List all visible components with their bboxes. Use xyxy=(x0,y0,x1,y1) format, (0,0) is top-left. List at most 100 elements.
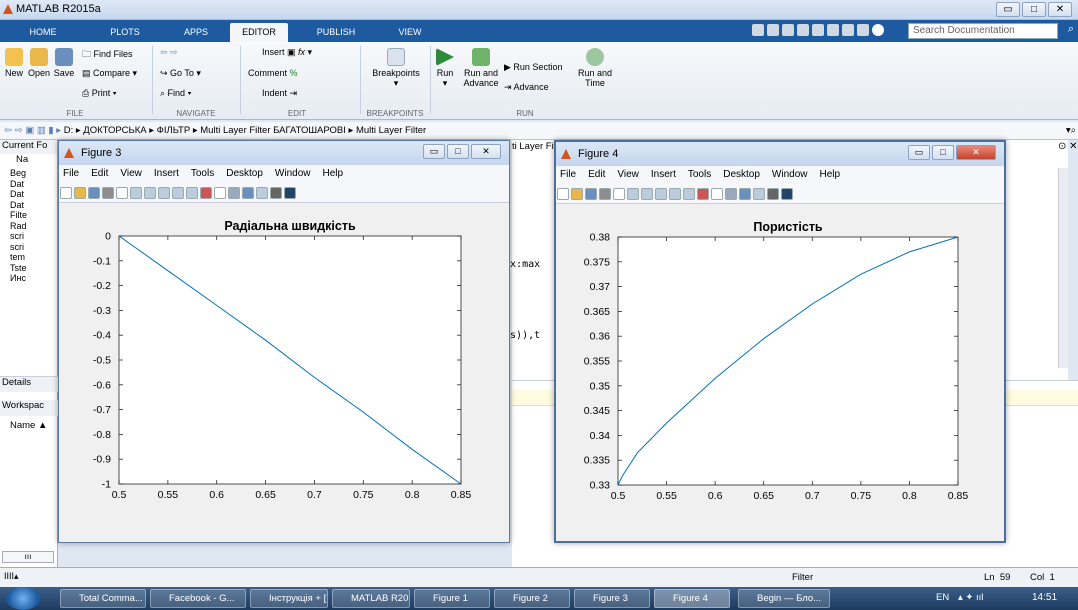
compare-button[interactable]: ▤ Compare ▾ xyxy=(82,68,138,78)
search-icon[interactable]: ⌕ xyxy=(1067,23,1074,35)
tab-home[interactable]: HOME xyxy=(29,27,57,37)
toolbar-tool-icon[interactable] xyxy=(116,187,128,199)
toolbar-tool-icon[interactable] xyxy=(669,188,681,200)
editor-scrollbar[interactable] xyxy=(1058,168,1068,368)
menu-item[interactable]: Desktop xyxy=(723,169,760,180)
toolbar-tool-icon[interactable] xyxy=(256,187,268,199)
toolbar-tool-icon[interactable] xyxy=(214,187,226,199)
tab-editor[interactable]: EDITOR xyxy=(230,23,288,42)
path-dropdown-icon[interactable]: ▾⌕ xyxy=(1065,125,1076,136)
tray-icons[interactable]: ▴ ✦ ııl xyxy=(958,592,984,603)
toolbar-tool-icon[interactable] xyxy=(585,188,597,200)
new-button[interactable]: New xyxy=(2,48,26,78)
plot-axes[interactable]: Радіальна швидкість 0.5 0.55 0.6 0.65 0.7 0.75… xyxy=(59,203,509,542)
run-section-button[interactable]: ▶ Run Section xyxy=(504,62,563,72)
close-button[interactable]: ✕ xyxy=(1048,2,1072,17)
advance-button[interactable]: ⇥ Advance xyxy=(504,82,549,92)
details-header[interactable]: Details xyxy=(0,376,58,392)
toolbar-tool-icon[interactable] xyxy=(557,188,569,200)
file-item[interactable]: Dat xyxy=(10,199,25,210)
toolbar-tool-icon[interactable] xyxy=(228,187,240,199)
start-button[interactable] xyxy=(6,587,40,610)
close-button[interactable]: ✕ xyxy=(471,144,501,159)
minimize-button[interactable]: ▭ xyxy=(908,145,930,160)
menu-item[interactable]: File xyxy=(560,169,577,180)
menu-item[interactable]: Tools xyxy=(190,168,215,179)
help-icon[interactable] xyxy=(872,24,884,36)
print-button[interactable]: ⎙ Print ▾ xyxy=(82,88,117,98)
switch-windows-icon[interactable] xyxy=(857,24,869,36)
tab-apps[interactable]: APPS xyxy=(183,27,208,37)
save-icon[interactable] xyxy=(767,24,779,36)
name-column[interactable]: Na xyxy=(16,154,29,165)
cut-icon[interactable] xyxy=(782,24,794,36)
toolbar-tool-icon[interactable] xyxy=(186,187,198,199)
menu-item[interactable]: Window xyxy=(274,168,311,179)
file-item[interactable]: Beg xyxy=(10,168,27,178)
breadcrumb-drive[interactable]: D: xyxy=(63,125,74,136)
language-indicator[interactable]: EN xyxy=(936,592,950,603)
menu-item[interactable]: Window xyxy=(771,169,808,180)
toolbar-tool-icon[interactable] xyxy=(172,187,184,199)
toolbar-tool-icon[interactable] xyxy=(599,188,611,200)
toolbar-tool-icon[interactable] xyxy=(697,188,709,200)
comment-button[interactable]: Comment % xyxy=(248,68,298,78)
menu-item[interactable]: Edit xyxy=(91,168,109,179)
toolbar-tool-icon[interactable] xyxy=(144,187,156,199)
insert-button[interactable]: Insert ▣ fx ▾ xyxy=(262,47,313,57)
file-item[interactable]: scri xyxy=(10,241,24,252)
toolbar-tool-icon[interactable] xyxy=(284,187,296,199)
toolbar-tool-icon[interactable] xyxy=(613,188,625,200)
minimize-button[interactable]: ▭ xyxy=(423,144,445,159)
menu-item[interactable]: View xyxy=(617,169,639,180)
toolbar-tool-icon[interactable] xyxy=(200,187,212,199)
clock[interactable]: 14:51 xyxy=(1032,592,1058,603)
toolbar-tool-icon[interactable] xyxy=(739,188,751,200)
menu-item[interactable]: Insert xyxy=(650,169,676,180)
menu-item[interactable]: Desktop xyxy=(226,168,263,179)
toolbar-tool-icon[interactable] xyxy=(102,187,114,199)
breadcrumb-filter[interactable]: ФІЛЬТР xyxy=(156,125,191,136)
copy-icon[interactable] xyxy=(797,24,809,36)
file-item[interactable]: Dat xyxy=(10,189,25,199)
toolbar-tool-icon[interactable] xyxy=(683,188,695,200)
menu-item[interactable]: Tools xyxy=(687,169,712,180)
taskbar-item[interactable]: MATLAB R201... xyxy=(332,589,410,608)
search-input[interactable]: Search Documentation xyxy=(908,23,1058,39)
run-button[interactable]: Run ▾ xyxy=(432,48,458,89)
toolbar-tool-icon[interactable] xyxy=(130,187,142,199)
toolbar-tool-icon[interactable] xyxy=(158,187,170,199)
taskbar-item[interactable]: Facebook - G... xyxy=(150,589,246,608)
toolbar-tool-icon[interactable] xyxy=(627,188,639,200)
back-forward-buttons[interactable]: ⇦ ⇨ xyxy=(160,47,178,57)
toolbar-tool-icon[interactable] xyxy=(725,188,737,200)
taskbar-item[interactable]: Total Comma... xyxy=(60,589,146,608)
taskbar-item[interactable]: Figure 1 xyxy=(414,589,490,608)
tab-view[interactable]: VIEW xyxy=(398,27,422,37)
taskbar-item[interactable]: Begin — Бло... xyxy=(738,589,830,608)
workspace-name-header[interactable]: Name ▲ xyxy=(10,420,48,431)
save-button[interactable]: Save xyxy=(52,48,76,78)
layout-icon[interactable] xyxy=(752,24,764,36)
close-button[interactable]: ✕ xyxy=(956,145,996,160)
redo-icon[interactable] xyxy=(842,24,854,36)
toolbar-tool-icon[interactable] xyxy=(767,188,779,200)
toolbar-tool-icon[interactable] xyxy=(242,187,254,199)
toolbar-tool-icon[interactable] xyxy=(711,188,723,200)
run-and-time-button[interactable]: Run and Time xyxy=(574,48,616,88)
toolbar-tool-icon[interactable] xyxy=(641,188,653,200)
run-and-advance-button[interactable]: Run and Advance xyxy=(460,48,502,88)
minimize-button[interactable]: ▭ xyxy=(996,2,1020,17)
path-nav-icons[interactable]: ⇦ ⇨ ▣ ▥ ▮ ▸ xyxy=(4,125,64,136)
maximize-button[interactable]: □ xyxy=(932,145,954,160)
paste-icon[interactable] xyxy=(812,24,824,36)
horizontal-scrollbar[interactable]: ııı xyxy=(2,551,54,563)
breadcrumb-multilayer-ua[interactable]: Multi Layer Filter БАГАТОШАРОВІ xyxy=(200,125,346,136)
file-item[interactable]: Filte xyxy=(10,210,28,220)
menu-item[interactable]: Insert xyxy=(153,168,179,179)
maximize-button[interactable]: □ xyxy=(1022,2,1046,17)
taskbar-item[interactable]: Figure 4 xyxy=(654,589,730,608)
toolbar-tool-icon[interactable] xyxy=(753,188,765,200)
toolbar-tool-icon[interactable] xyxy=(74,187,86,199)
toolbar-tool-icon[interactable] xyxy=(270,187,282,199)
